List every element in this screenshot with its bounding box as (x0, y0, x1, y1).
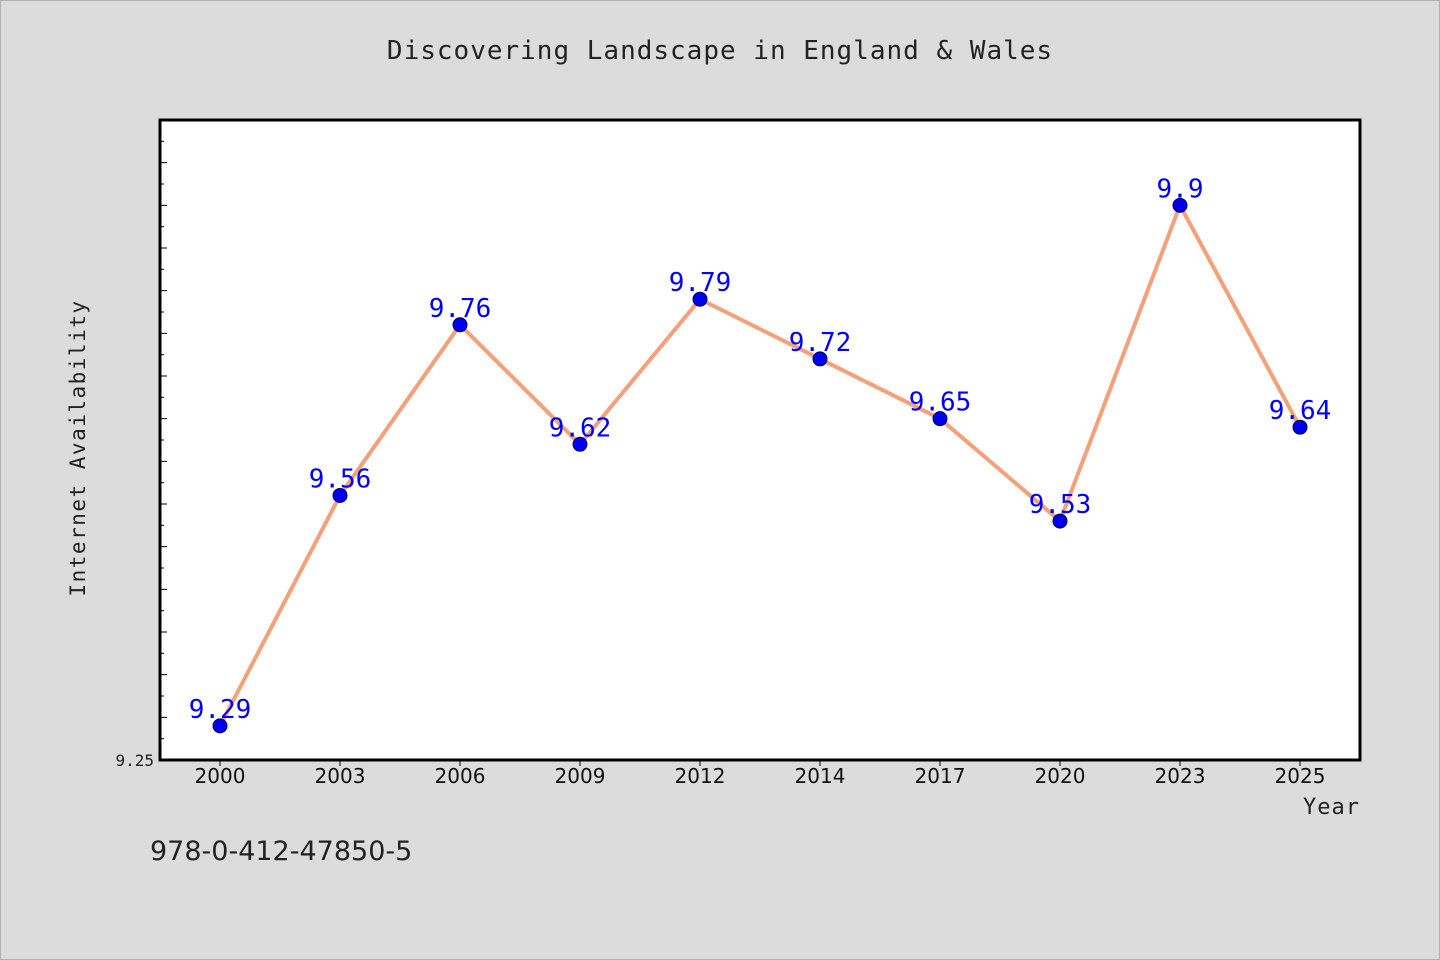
data-point[interactable] (812, 351, 828, 367)
data-point[interactable] (572, 436, 588, 452)
data-label: 9.64 (1269, 396, 1332, 426)
data-point[interactable] (1172, 197, 1188, 213)
data-label: 9.76 (429, 294, 492, 324)
data-point[interactable] (692, 291, 708, 307)
data-label: 9.9 (1157, 174, 1204, 204)
data-label: 9.65 (909, 388, 972, 418)
data-point[interactable] (932, 411, 948, 427)
x-tick-label: 2006 (435, 764, 486, 788)
x-tick-label: 2017 (915, 764, 966, 788)
x-axis-title: Year (1303, 795, 1360, 820)
data-point[interactable] (452, 317, 468, 333)
data-point[interactable] (1292, 419, 1308, 435)
y-tick-label: 9.25 (115, 751, 154, 770)
data-label: 9.72 (789, 328, 852, 358)
x-tick-label: 2025 (1275, 764, 1326, 788)
x-tick-label: 2000 (195, 764, 246, 788)
data-point[interactable] (332, 487, 348, 503)
x-tick-label: 2014 (795, 764, 846, 788)
plot-border (158, 118, 1362, 762)
plot-area (160, 120, 1360, 760)
data-label: 9.56 (309, 464, 372, 494)
data-point[interactable] (212, 718, 228, 734)
x-tick-label: 2023 (1155, 764, 1206, 788)
x-tick-label: 2003 (315, 764, 366, 788)
data-point[interactable] (1052, 513, 1068, 529)
data-label: 9.62 (549, 413, 612, 443)
data-label: 9.79 (669, 268, 732, 298)
x-tick-label: 2012 (675, 764, 726, 788)
chart-title: Discovering Landscape in England & Wales (386, 36, 1054, 66)
x-tick-label: 2020 (1035, 764, 1086, 788)
isbn-text: 978-0-412-47850-5 (150, 836, 413, 867)
x-tick-label: 2009 (555, 764, 606, 788)
data-label: 9.53 (1029, 490, 1092, 520)
y-axis-title: Internet Availability (66, 299, 90, 597)
series-line (218, 203, 1302, 728)
data-label: 9.29 (189, 695, 252, 725)
